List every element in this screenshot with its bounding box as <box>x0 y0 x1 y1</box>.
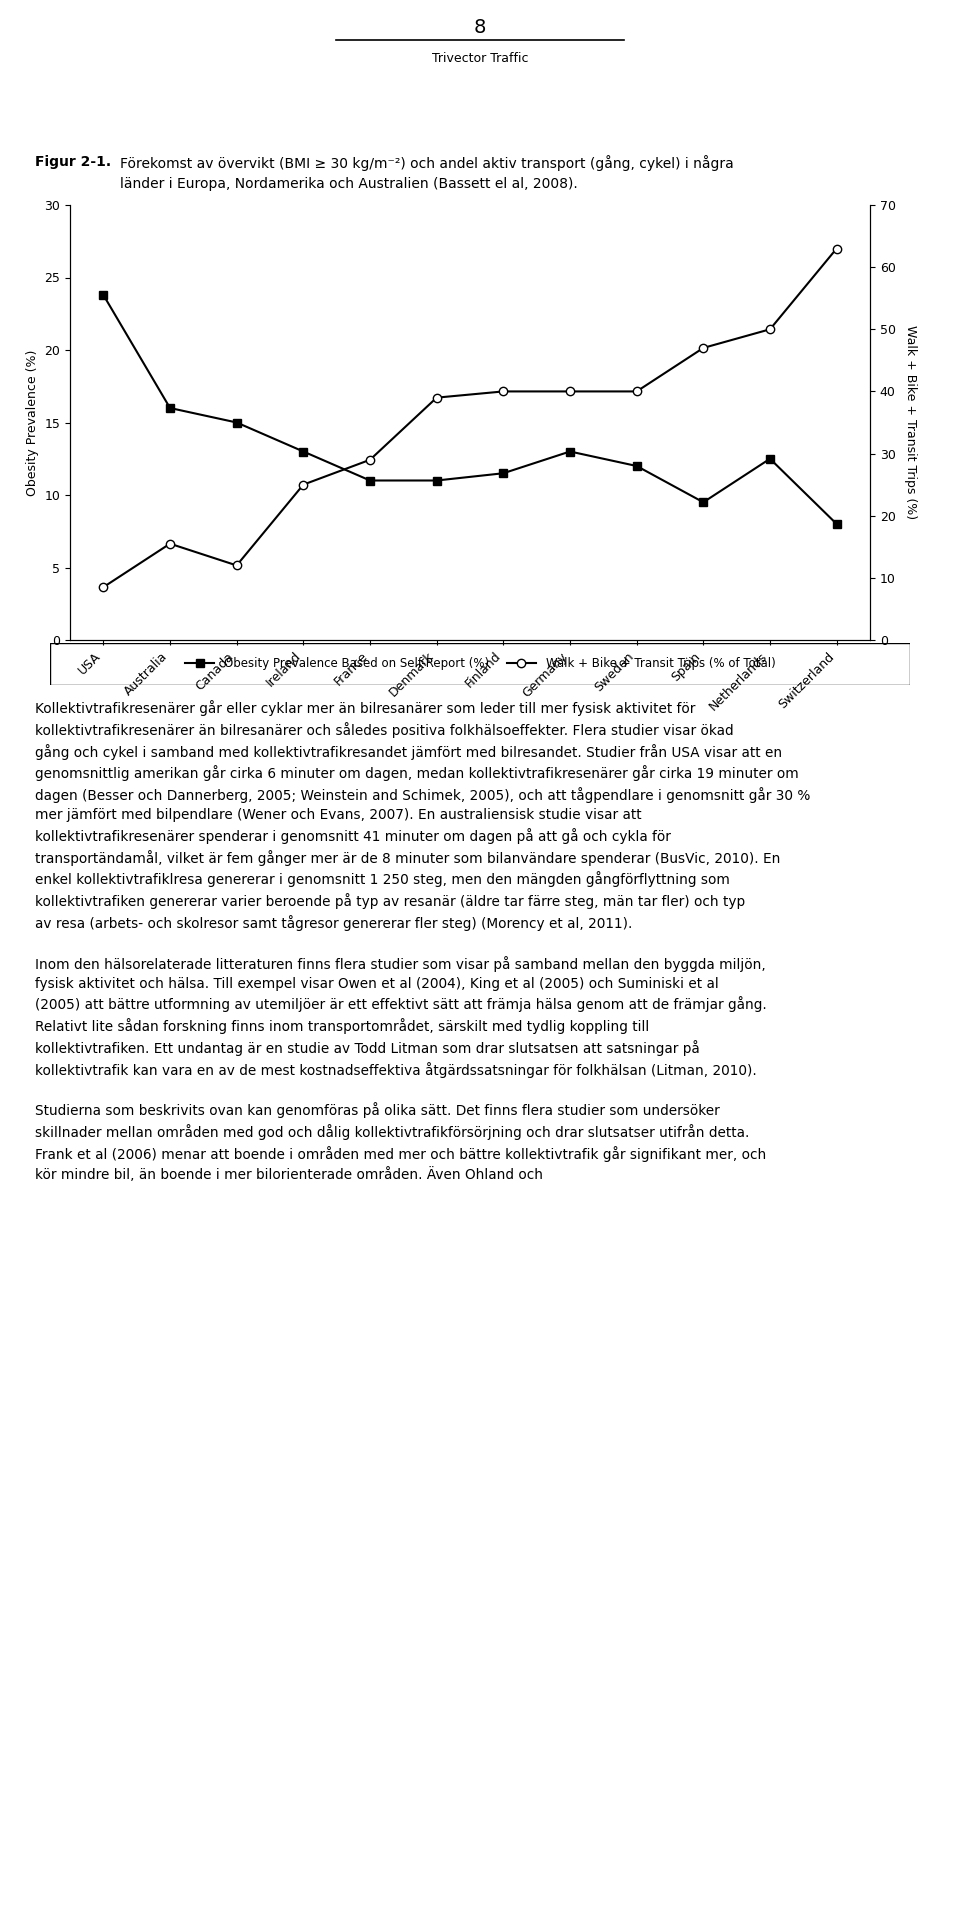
Text: 8: 8 <box>474 17 486 37</box>
Y-axis label: Obesity Prevalence (%): Obesity Prevalence (%) <box>26 349 38 496</box>
Text: Förekomst av övervikt (BMI ≥ 30 kg/m⁻²) och andel aktiv transport (gång, cykel) : Förekomst av övervikt (BMI ≥ 30 kg/m⁻²) … <box>120 154 733 172</box>
Text: Trivector Traffic: Trivector Traffic <box>432 52 528 66</box>
Text: länder i Europa, Nordamerika och Australien (Bassett el al, 2008).: länder i Europa, Nordamerika och Austral… <box>120 178 578 191</box>
Text: Kollektivtrafikresenärer går eller cyklar mer än bilresanärer som leder till mer: Kollektivtrafikresenärer går eller cykla… <box>35 701 810 1183</box>
Legend: Obesity Prevalence Based on Self-Report (%), Walk + Bike + Transit Trips (% of T: Obesity Prevalence Based on Self-Report … <box>180 652 780 676</box>
Y-axis label: Walk + Bike + Transit Trips (%): Walk + Bike + Transit Trips (%) <box>903 326 917 519</box>
Text: Figur 2-1.: Figur 2-1. <box>35 154 111 170</box>
